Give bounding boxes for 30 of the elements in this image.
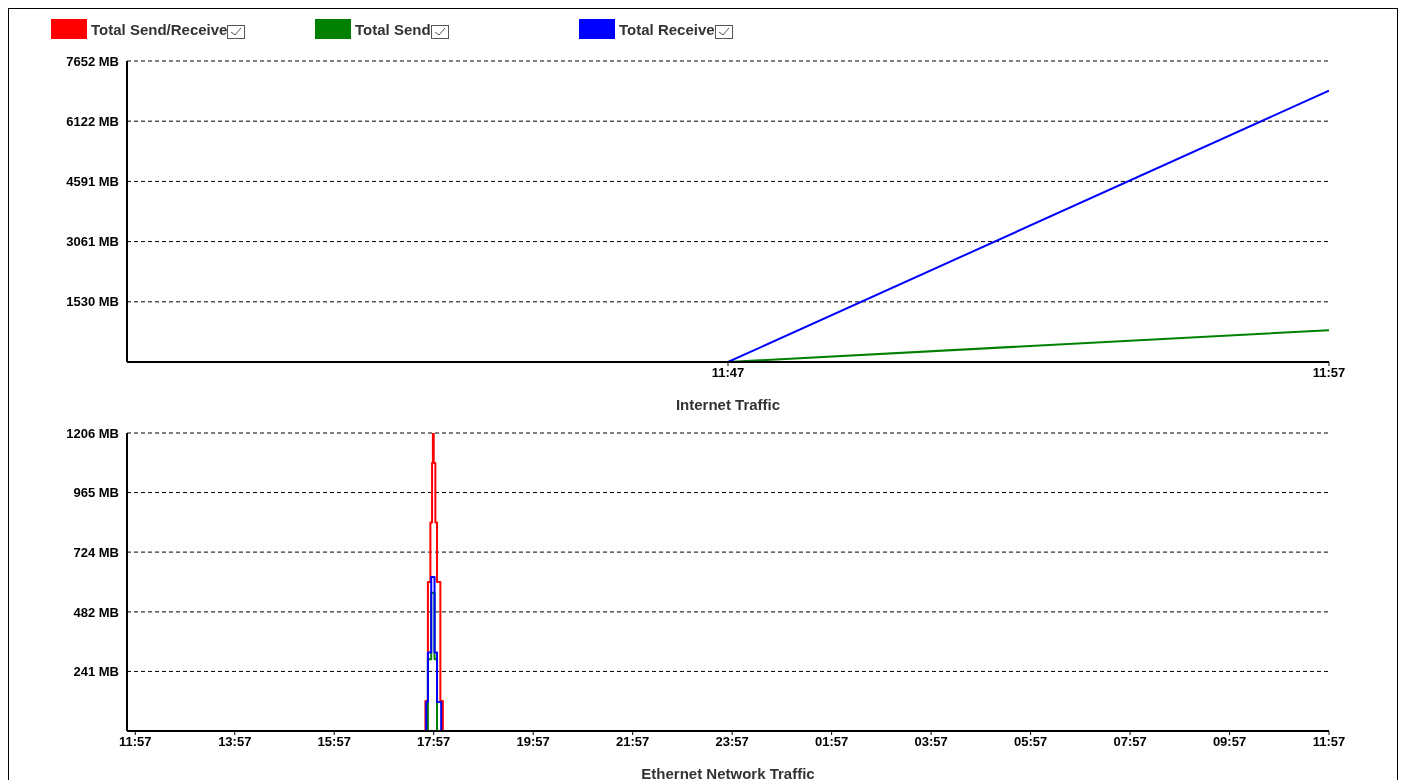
x-tick-label: 11:57: [1312, 365, 1346, 381]
x-tick-label: 03:57: [914, 734, 948, 750]
x-axis-title: Internet Traffic: [675, 396, 781, 413]
y-tick-label: 6122 MB: [66, 113, 119, 129]
x-tick-label: 13:57: [218, 734, 252, 750]
y-tick-label: 1530 MB: [66, 294, 119, 310]
x-tick-label: 05:57: [1013, 734, 1048, 750]
x-tick-label: 21:57: [616, 734, 650, 750]
y-tick-label: 241 MB: [73, 664, 119, 680]
legend-label: Total Receive: [619, 20, 715, 38]
x-axis-title: Ethernet Network Traffic: [641, 765, 815, 780]
y-tick-label: 3061 MB: [66, 234, 119, 250]
y-tick-label: 7652 MB: [66, 53, 119, 69]
y-tick-label: 1206 MB: [66, 425, 119, 441]
x-tick-label: 09:57: [1212, 734, 1247, 750]
x-tick-label: 15:57: [317, 734, 351, 750]
x-tick-label: 17:57: [417, 734, 451, 750]
x-tick-label: 11:57: [1312, 734, 1346, 750]
x-tick-label: 11:57: [119, 734, 152, 750]
x-tick-label: 11:47: [711, 365, 745, 381]
y-tick-label: 724 MB: [73, 544, 119, 560]
y-tick-label: 482 MB: [73, 604, 119, 620]
x-tick-label: 23:57: [715, 734, 749, 750]
y-tick-label: 4591 MB: [66, 174, 119, 190]
x-tick-label: 07:57: [1113, 734, 1147, 750]
x-tick-label: 01:57: [815, 734, 849, 750]
y-tick-label: 965 MB: [73, 485, 119, 501]
x-tick-label: 19:57: [516, 734, 550, 750]
legend-label: Total Send: [355, 20, 431, 38]
legend-label: Total Send/Receive: [91, 20, 228, 38]
